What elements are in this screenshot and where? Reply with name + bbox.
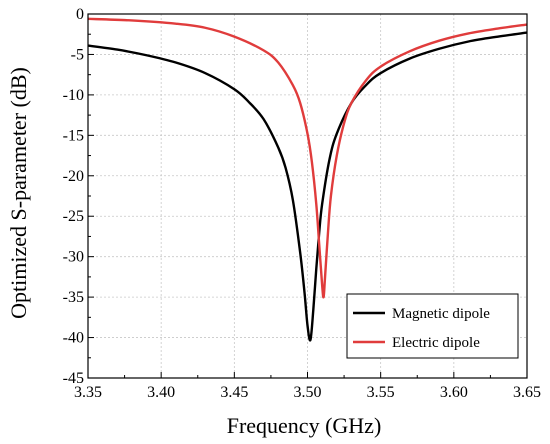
x-axis-title: Frequency (GHz) [227,413,382,438]
y-tick-label: -30 [63,249,84,266]
legend-box [346,293,519,359]
x-tick-label: 3.55 [367,384,395,401]
series-layer [87,17,528,342]
series-line-electric-dipole [87,17,528,299]
x-tick-label: 3.60 [440,384,468,401]
y-tick-label: -35 [63,289,84,306]
ticks-layer: 3.35 3.40 3.45 3.50 3.55 3.60 3.65 0 -5 -10 -15 -20… [63,6,541,401]
x-tick-label: 3.50 [294,384,322,401]
y-tick-label: -5 [71,46,84,63]
y-tick-label: 0 [76,6,84,23]
x-tick-label: 3.35 [74,384,102,401]
x-tick-label: 3.40 [147,384,175,401]
x-tick-label: 3.45 [220,384,248,401]
y-tick-label: -15 [63,127,84,144]
legend-label-electric-dipole: Electric dipole [392,335,480,351]
legend-label-magnetic-dipole: Magnetic dipole [392,306,490,322]
legend: Magnetic dipole Electric dipole [346,293,519,359]
y-tick-label: -45 [63,370,84,387]
y-tick-label: -25 [63,208,84,225]
y-axis-title: Optimized S-parameter (dB) [6,67,31,319]
series-line-magnetic-dipole [87,31,528,342]
x-tick-label: 3.65 [513,384,541,401]
y-tick-label: -10 [63,87,84,104]
y-tick-label: -40 [63,330,84,347]
y-tick-label: -20 [63,168,84,185]
